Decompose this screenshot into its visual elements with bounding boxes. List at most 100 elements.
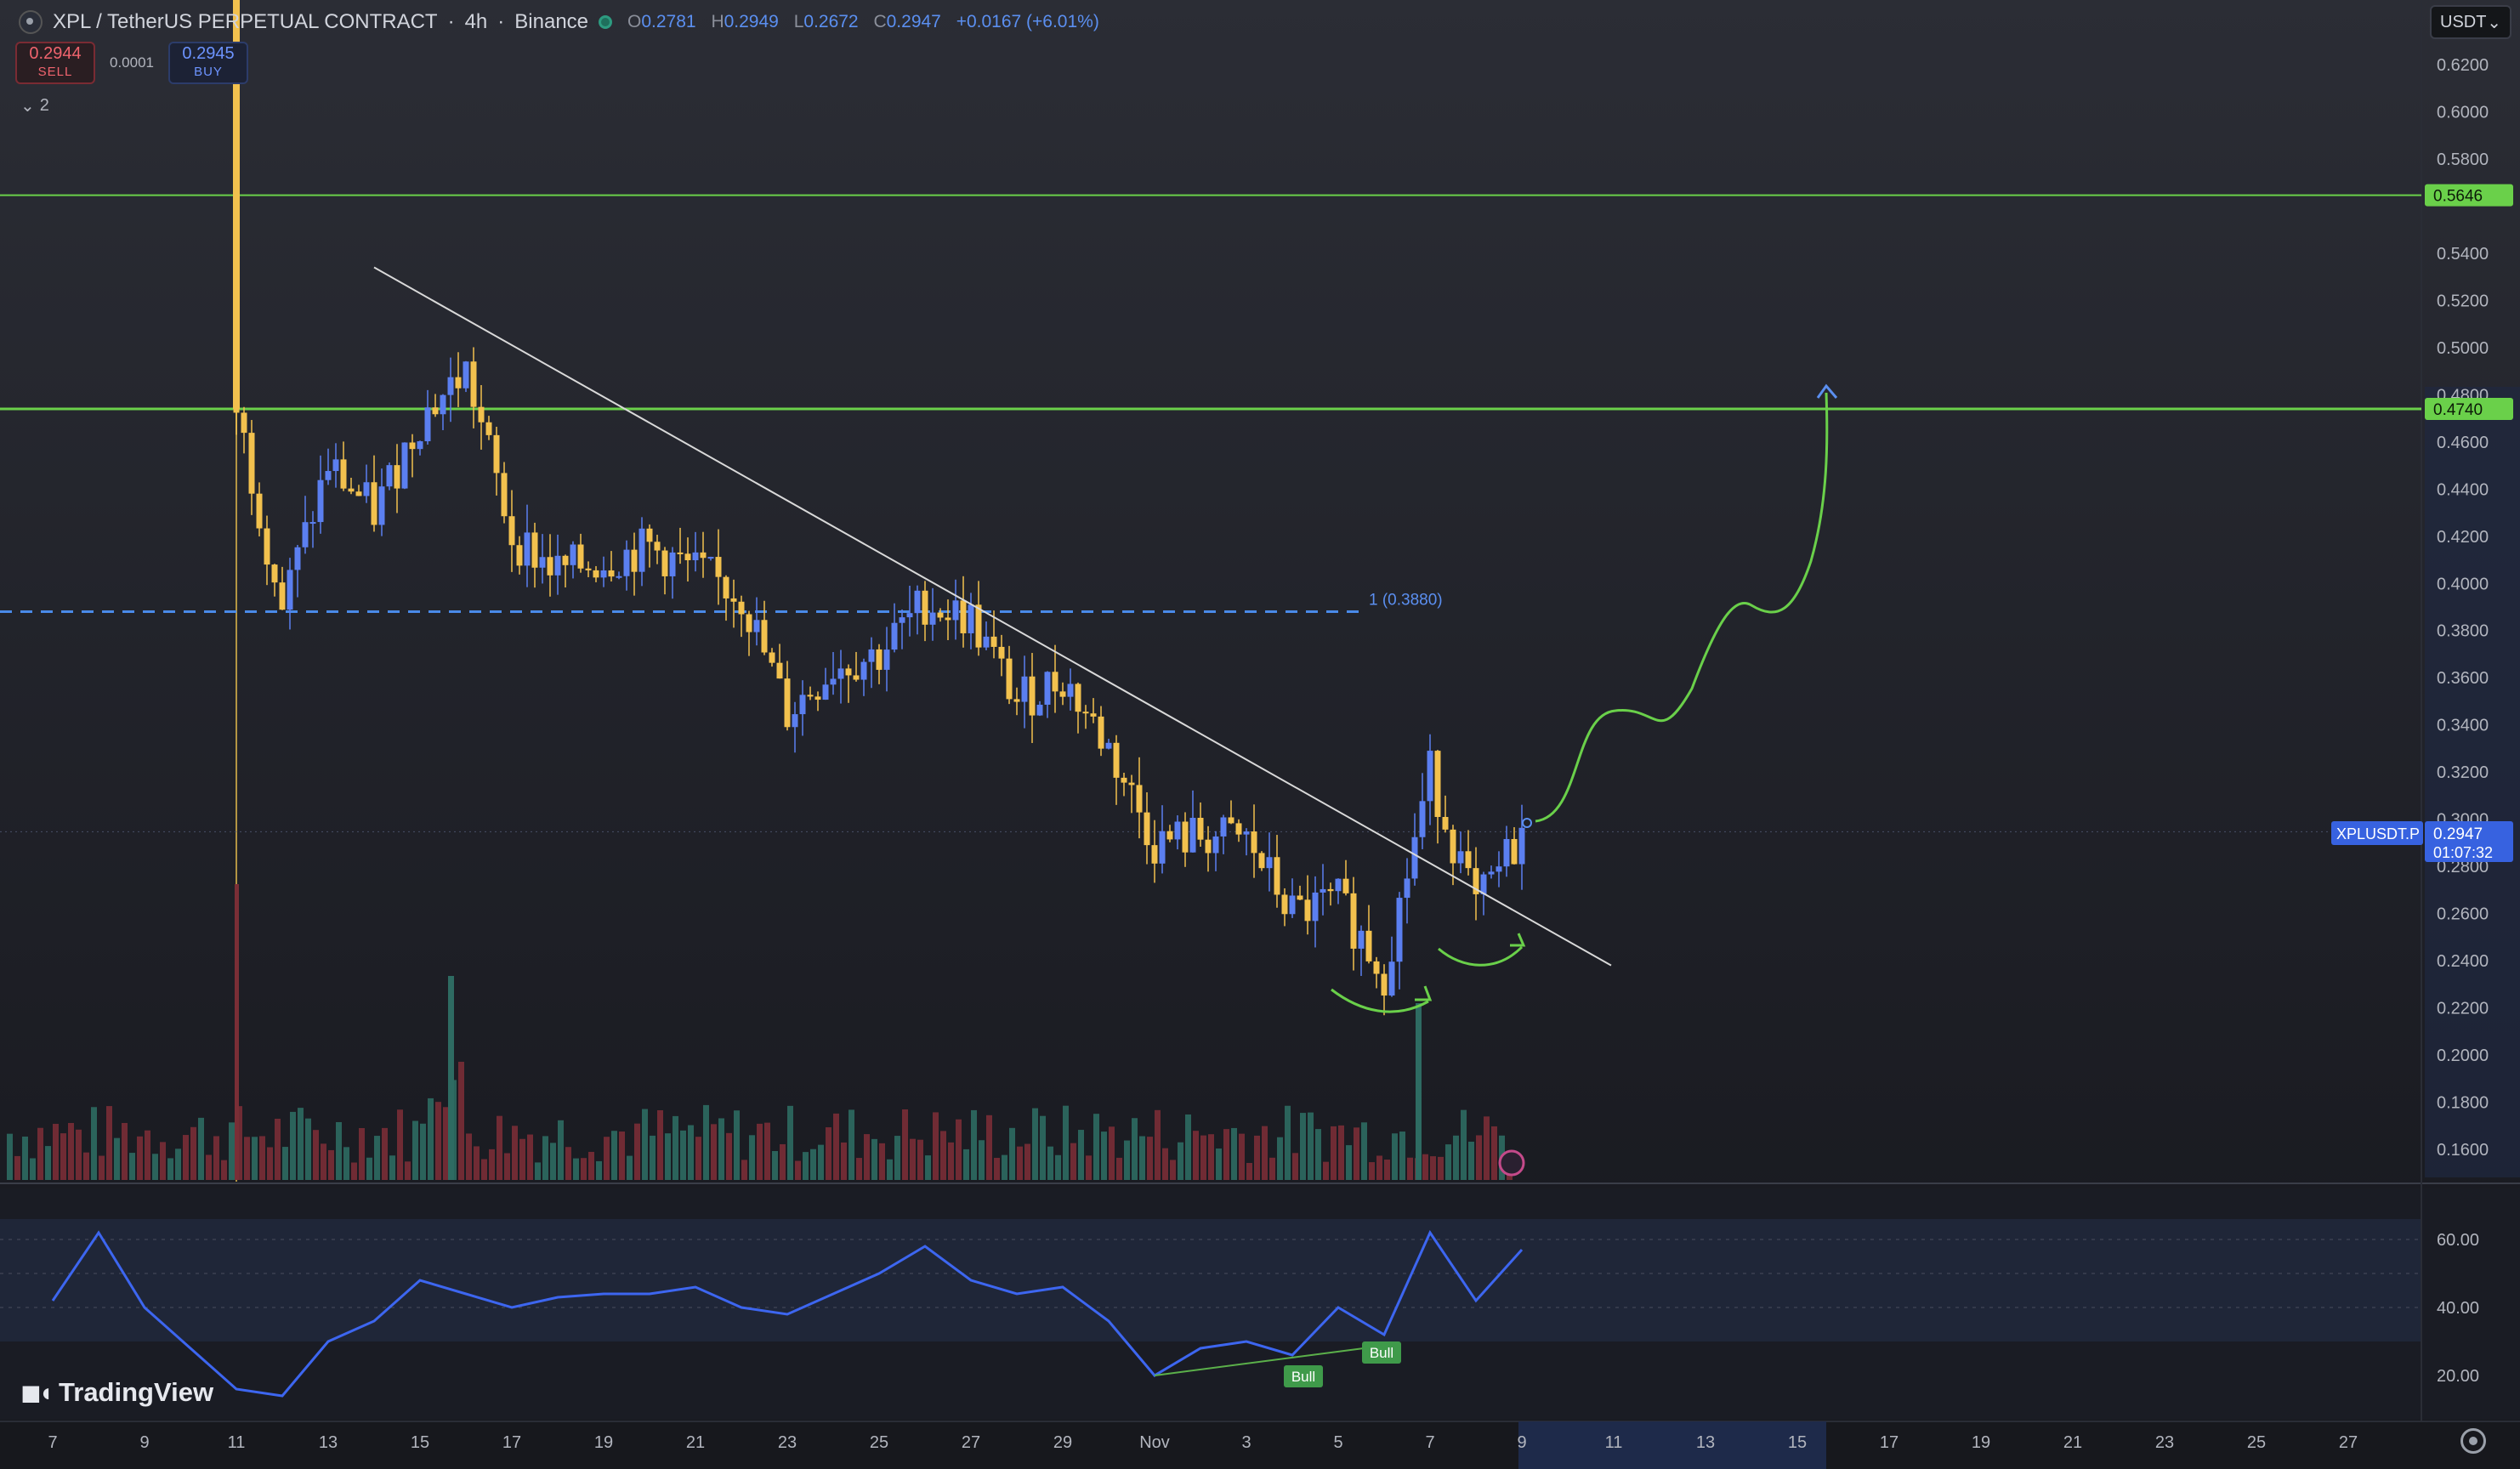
volume-bar <box>252 1137 258 1180</box>
candle-body <box>325 471 332 480</box>
price-axis-highlight <box>2425 387 2520 1177</box>
volume-bar <box>481 1159 487 1180</box>
volume-bar <box>650 1135 656 1180</box>
time-tick-label: 11 <box>228 1433 246 1452</box>
volume-bar <box>1407 1157 1413 1180</box>
interval[interactable]: 4h <box>464 10 488 33</box>
market-status-icon[interactable] <box>599 15 613 29</box>
buy-price: 0.2945 <box>182 44 235 63</box>
volume-bar <box>1392 1133 1398 1180</box>
brand-text: TradingView <box>59 1377 214 1407</box>
time-tick-label: 11 <box>1605 1433 1623 1452</box>
volume-bar <box>596 1160 602 1180</box>
volume-bar <box>695 1137 701 1180</box>
candle-body <box>1205 839 1212 854</box>
candle-body <box>256 493 263 529</box>
volume-bar <box>290 1111 296 1180</box>
candle-body <box>562 555 569 565</box>
gear-icon[interactable] <box>2460 1428 2486 1454</box>
volume-bar <box>1024 1143 1030 1180</box>
indicators-toggle[interactable]: ⌄ 2 <box>20 95 49 116</box>
candle-body <box>990 636 997 647</box>
candle-body <box>876 649 883 670</box>
volume-bar <box>1422 1154 1428 1180</box>
volume-bar <box>1277 1137 1283 1180</box>
volume-bar <box>1047 1146 1053 1180</box>
time-axis-background <box>0 1421 2520 1469</box>
rsi-band <box>0 1219 2421 1341</box>
candle-body <box>271 564 278 583</box>
candle-body <box>1075 683 1081 712</box>
candle-body <box>1434 751 1441 817</box>
volume-bar <box>389 1155 395 1180</box>
spread-value: 0.0001 <box>110 54 154 71</box>
tradingview-logo[interactable]: ◼◖ TradingView <box>20 1377 213 1408</box>
volume-bar <box>420 1123 426 1180</box>
volume-bar <box>734 1110 740 1180</box>
candle-body <box>830 678 837 685</box>
volume-bar <box>1155 1109 1161 1180</box>
candle-body <box>945 617 951 621</box>
volume-bar <box>1063 1105 1069 1180</box>
candle-body <box>332 459 339 472</box>
volume-bar <box>741 1160 747 1180</box>
volume-bar <box>489 1149 495 1180</box>
candle-body <box>1358 930 1365 949</box>
candle-body <box>837 668 844 679</box>
time-tick-label: 21 <box>686 1433 705 1452</box>
candle-body <box>463 361 469 389</box>
divergence-line <box>1154 1347 1365 1376</box>
volume-bar <box>527 1134 533 1180</box>
candle-body <box>1373 961 1380 974</box>
time-tick-label: 19 <box>1972 1433 1990 1452</box>
candle-body <box>1067 683 1074 697</box>
volume-bar <box>887 1159 893 1180</box>
volume-bar <box>435 1102 441 1180</box>
volume-bar <box>1002 1154 1007 1180</box>
volume-bar <box>1093 1114 1099 1180</box>
volume-bar <box>351 1162 357 1180</box>
volume-bar <box>512 1126 518 1180</box>
candle-body <box>608 570 615 577</box>
candle-body <box>1365 930 1372 961</box>
candle-body <box>1166 831 1173 840</box>
volume-bar <box>902 1109 908 1180</box>
volume-bar <box>1109 1126 1115 1180</box>
time-tick-label: 5 <box>1333 1433 1342 1452</box>
candle-body <box>631 549 638 572</box>
volume-bar <box>1254 1135 1260 1180</box>
candle-body <box>684 553 691 560</box>
level-badge-bg <box>2425 184 2513 207</box>
volume-bar <box>757 1123 763 1180</box>
symbol-title[interactable]: XPL / TetherUS PERPETUAL CONTRACT <box>53 10 438 33</box>
volume-bar <box>30 1158 36 1180</box>
volume-bar <box>428 1097 434 1180</box>
volume-bar <box>1208 1134 1214 1180</box>
candle-body <box>340 459 347 489</box>
candle-body <box>455 377 462 389</box>
candle-body <box>279 582 286 610</box>
volume-bar <box>1246 1162 1252 1180</box>
volume-bar <box>718 1118 724 1180</box>
sell-button[interactable]: 0.2944 SELL <box>15 42 95 84</box>
volume-bar <box>175 1149 181 1180</box>
candle-body <box>1243 831 1250 835</box>
time-tick-label: 15 <box>1788 1433 1807 1452</box>
volume-bar <box>871 1138 877 1180</box>
symbol-tag: XPLUSDT.P <box>2336 825 2420 842</box>
candle-body <box>937 612 944 618</box>
buy-button[interactable]: 0.2945 BUY <box>168 42 248 84</box>
volume-bar <box>366 1157 372 1180</box>
volume-bar <box>1216 1149 1222 1180</box>
volume-bar <box>229 1122 235 1180</box>
candle-body <box>1411 837 1418 879</box>
volume-bar <box>497 1115 502 1180</box>
time-tick-label: Nov <box>1139 1433 1170 1452</box>
price-tick-label: 0.6000 <box>2437 103 2489 122</box>
volume-bar <box>703 1104 709 1180</box>
currency-select[interactable]: USDT ⌄ <box>2430 5 2511 39</box>
drawn-arrow-head <box>1510 933 1526 947</box>
trade-buttons: 0.2944 SELL 0.0001 0.2945 BUY <box>15 41 248 85</box>
volume-bar <box>1101 1132 1107 1180</box>
